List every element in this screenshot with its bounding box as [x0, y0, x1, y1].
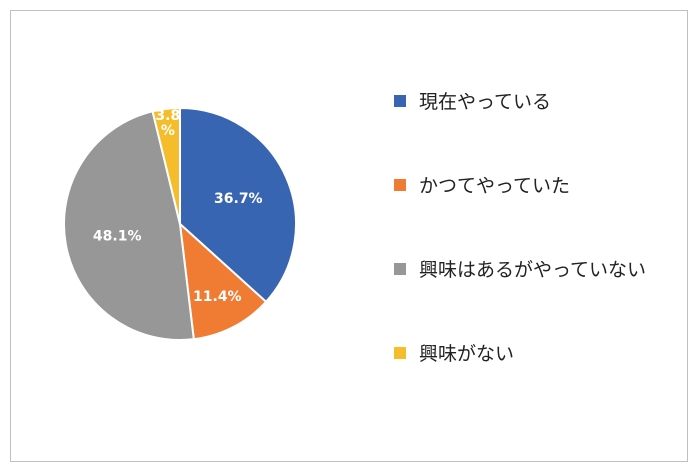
- data-label-interested: 48.1%: [93, 228, 142, 244]
- legend-label-not-interested: 興味がない: [419, 343, 514, 365]
- pie-slice-interested: [63, 110, 195, 341]
- legend-swatch-current: [394, 95, 406, 107]
- legend-label-interested: 興味はあるがやっていない: [419, 259, 646, 281]
- pie-slice-current: [179, 106, 297, 304]
- legend-swatch-not-interested: [394, 347, 406, 359]
- legend-label-past: かつてやっていた: [419, 175, 570, 197]
- legend-label-current: 現在やっている: [419, 91, 551, 113]
- legend-swatch-past: [394, 179, 406, 191]
- data-label-past: 11.4%: [193, 289, 242, 305]
- data-label-current: 36.7%: [214, 191, 263, 207]
- legend-swatch-interested: [394, 263, 406, 275]
- pie-slice-not-interested: [151, 106, 181, 225]
- pie-slice-past: [178, 221, 268, 341]
- data-label-not-interested: 3.8%: [155, 108, 180, 139]
